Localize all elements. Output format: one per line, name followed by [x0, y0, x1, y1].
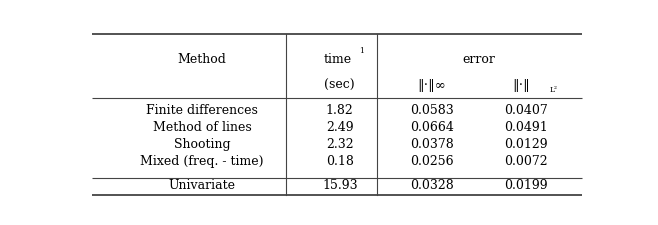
Text: ‖⋅‖∞: ‖⋅‖∞	[417, 79, 446, 92]
Text: error: error	[463, 53, 495, 66]
Text: Method: Method	[178, 53, 226, 66]
Text: 0.0199: 0.0199	[504, 179, 547, 192]
Text: Finite differences: Finite differences	[146, 104, 258, 117]
Text: 0.0378: 0.0378	[410, 138, 453, 151]
Text: 2.32: 2.32	[326, 138, 353, 151]
Text: 0.0328: 0.0328	[410, 179, 453, 192]
Text: ‖⋅‖: ‖⋅‖	[512, 79, 530, 92]
Text: 1.82: 1.82	[326, 104, 353, 117]
Text: 1: 1	[359, 47, 364, 55]
Text: (sec): (sec)	[324, 79, 355, 92]
Text: Mixed (freq. - time): Mixed (freq. - time)	[140, 155, 264, 168]
Text: 2.49: 2.49	[326, 121, 353, 134]
Text: 0.18: 0.18	[326, 155, 354, 168]
Text: 0.0664: 0.0664	[410, 121, 453, 134]
Text: 0.0407: 0.0407	[504, 104, 547, 117]
Text: L²: L²	[550, 86, 558, 94]
Text: 15.93: 15.93	[322, 179, 357, 192]
Text: 0.0129: 0.0129	[504, 138, 547, 151]
Text: 0.0491: 0.0491	[504, 121, 547, 134]
Text: 0.0583: 0.0583	[410, 104, 453, 117]
Text: time: time	[323, 53, 351, 66]
Text: Shooting: Shooting	[174, 138, 230, 151]
Text: Method of lines: Method of lines	[153, 121, 251, 134]
Text: 0.0072: 0.0072	[504, 155, 547, 168]
Text: Univariate: Univariate	[168, 179, 236, 192]
Text: 0.0256: 0.0256	[410, 155, 453, 168]
